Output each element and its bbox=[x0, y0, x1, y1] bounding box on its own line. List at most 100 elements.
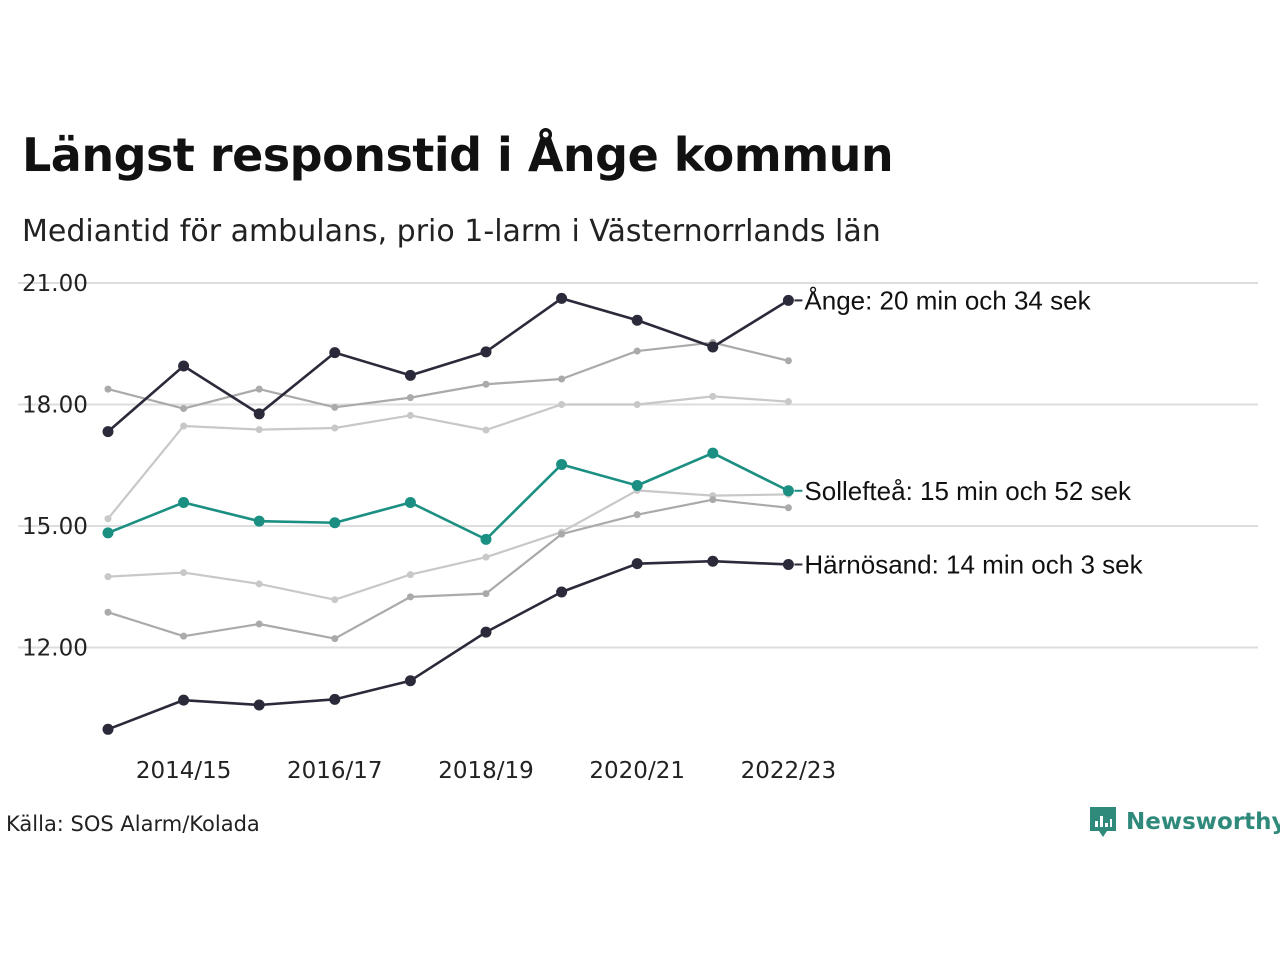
data-point bbox=[558, 530, 566, 538]
data-point bbox=[784, 398, 792, 406]
gridlines bbox=[18, 282, 1258, 649]
data-point bbox=[331, 403, 339, 411]
data-point bbox=[558, 401, 566, 408]
data-point bbox=[709, 496, 717, 504]
x-tick-label: 2018/19 bbox=[438, 758, 534, 784]
data-point bbox=[255, 385, 263, 393]
data-point bbox=[404, 497, 416, 509]
series-line bbox=[107, 498, 789, 640]
highlight-series bbox=[102, 292, 794, 735]
data-point bbox=[331, 596, 339, 604]
data-point bbox=[558, 375, 566, 383]
chart-title: Längst responstid i Ånge kommun bbox=[22, 128, 894, 182]
data-point bbox=[709, 392, 717, 400]
highlight-series-line bbox=[102, 292, 794, 438]
context-series bbox=[104, 339, 792, 643]
data-point bbox=[480, 533, 492, 545]
data-point bbox=[178, 360, 190, 372]
series-line bbox=[107, 559, 789, 731]
context-series-line bbox=[104, 496, 792, 643]
data-point bbox=[253, 515, 265, 527]
data-point bbox=[556, 292, 568, 304]
data-point bbox=[633, 511, 641, 519]
data-point bbox=[406, 593, 414, 601]
data-point bbox=[482, 426, 490, 434]
data-point bbox=[631, 558, 643, 570]
line-chart: 12.00 15.00 18.00 21.00 2014/15 2016/17 2018/… bbox=[18, 271, 1258, 784]
data-point bbox=[784, 504, 792, 512]
data-point bbox=[104, 515, 112, 523]
y-tick-label: 12.00 bbox=[22, 636, 88, 662]
data-point bbox=[331, 424, 339, 432]
data-point bbox=[631, 314, 643, 326]
data-point bbox=[406, 411, 414, 419]
data-point bbox=[707, 555, 719, 567]
data-point bbox=[404, 369, 416, 381]
data-point bbox=[180, 422, 188, 430]
data-point bbox=[556, 458, 568, 470]
data-point bbox=[633, 401, 641, 408]
data-point bbox=[255, 426, 263, 434]
data-point bbox=[480, 346, 492, 358]
data-point bbox=[784, 357, 792, 365]
data-point bbox=[102, 426, 114, 438]
data-point bbox=[102, 723, 114, 735]
x-tick-label: 2016/17 bbox=[287, 758, 383, 784]
data-point bbox=[482, 553, 490, 561]
data-point bbox=[180, 569, 188, 577]
series-line bbox=[107, 341, 789, 410]
data-point bbox=[178, 497, 190, 509]
data-point bbox=[556, 586, 568, 598]
data-point bbox=[180, 632, 188, 640]
highlight-series-line bbox=[102, 555, 794, 735]
data-point bbox=[782, 485, 794, 497]
series-end-label: Härnösand: 14 min och 3 sek bbox=[804, 549, 1143, 579]
chart-subtitle: Mediantid för ambulans, prio 1-larm i Vä… bbox=[22, 214, 881, 249]
data-point bbox=[253, 699, 265, 711]
series-end-label: Ånge: 20 min och 34 sek bbox=[804, 285, 1091, 315]
series-line bbox=[107, 489, 789, 601]
series-line bbox=[107, 395, 789, 520]
data-point bbox=[404, 675, 416, 687]
data-point bbox=[482, 590, 490, 598]
y-tick-label: 18.00 bbox=[22, 393, 88, 419]
context-series-line bbox=[104, 339, 792, 413]
x-axis-ticks: 2014/15 2016/17 2018/19 2020/21 2022/23 bbox=[136, 758, 836, 784]
data-point bbox=[480, 626, 492, 638]
brand-name: Newsworthy bbox=[1126, 809, 1280, 835]
data-point bbox=[255, 580, 263, 588]
data-point bbox=[782, 558, 794, 570]
brand-logo: Newsworthy bbox=[1088, 804, 1280, 840]
data-point bbox=[104, 608, 112, 616]
data-point bbox=[782, 294, 794, 306]
data-point bbox=[104, 573, 112, 581]
data-point bbox=[253, 408, 265, 420]
y-axis-ticks: 12.00 15.00 18.00 21.00 bbox=[22, 271, 88, 662]
newsworthy-logo-icon bbox=[1090, 807, 1116, 837]
data-point bbox=[331, 635, 339, 643]
data-point bbox=[329, 517, 341, 529]
x-tick-label: 2014/15 bbox=[136, 758, 232, 784]
y-tick-label: 15.00 bbox=[22, 514, 88, 540]
series-line bbox=[107, 297, 790, 433]
data-point bbox=[255, 620, 263, 628]
data-point bbox=[633, 347, 641, 355]
series-end-labels: Ånge: 20 min och 34 sek Sollefteå: 15 min… bbox=[794, 285, 1144, 579]
x-tick-label: 2022/23 bbox=[741, 758, 837, 784]
data-point bbox=[102, 527, 114, 539]
series-line bbox=[107, 451, 789, 541]
highlight-series-line bbox=[102, 447, 794, 545]
data-point bbox=[631, 480, 643, 491]
data-point bbox=[178, 694, 190, 706]
data-point bbox=[406, 571, 414, 579]
data-point bbox=[707, 341, 719, 353]
series-end-label: Sollefteå: 15 min och 52 sek bbox=[804, 476, 1132, 506]
data-point bbox=[406, 394, 414, 402]
source-note: Källa: SOS Alarm/Kolada bbox=[6, 812, 260, 836]
context-series-line bbox=[104, 392, 792, 523]
data-point bbox=[707, 447, 719, 459]
data-point bbox=[180, 405, 188, 413]
data-point bbox=[329, 693, 341, 705]
data-point bbox=[329, 347, 341, 359]
y-tick-label: 21.00 bbox=[22, 271, 88, 297]
